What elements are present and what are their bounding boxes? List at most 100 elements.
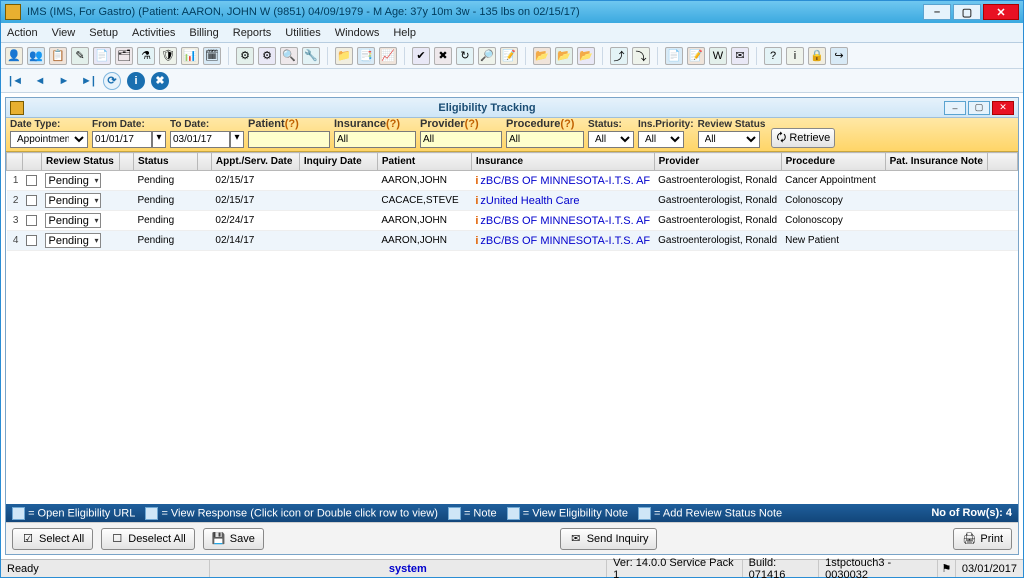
col-13[interactable] [987, 153, 1017, 171]
procedure-input[interactable] [506, 131, 584, 148]
table-row[interactable]: 1Pending▾Pending02/15/17AARON,JOHNizBC/B… [7, 171, 1018, 191]
toolbar-icon-9[interactable]: 🗓 [203, 47, 221, 65]
nav-prev-icon[interactable]: ◄ [31, 72, 49, 90]
toolbar-icon-34[interactable]: 📝 [687, 47, 705, 65]
print-button[interactable]: 🖨Print [953, 528, 1012, 550]
toolbar-icon-33[interactable]: 📄 [665, 47, 683, 65]
toolbar-icon-39[interactable]: i [786, 47, 804, 65]
menu-help[interactable]: Help [393, 27, 416, 39]
insurance-link[interactable]: zBC/BS OF MINNESOTA-I.T.S. AF [480, 215, 650, 227]
toolbar-icon-2[interactable]: 📋 [49, 47, 67, 65]
nav-next-icon[interactable]: ► [55, 72, 73, 90]
toolbar-icon-36[interactable]: ✉ [731, 47, 749, 65]
toolbar-icon-18[interactable]: 📈 [379, 47, 397, 65]
select-all-button[interactable]: ☑Select All [12, 528, 93, 550]
toolbar-icon-41[interactable]: ↪ [830, 47, 848, 65]
col-10[interactable]: Provider [654, 153, 781, 171]
patient-input[interactable] [248, 131, 330, 148]
toolbar-icon-7[interactable]: 🛡 [159, 47, 177, 65]
toolbar-icon-5[interactable]: 🗂 [115, 47, 133, 65]
toolbar-icon-40[interactable]: 🔒 [808, 47, 826, 65]
toolbar-icon-20[interactable]: ✔ [412, 47, 430, 65]
info-icon[interactable]: i [127, 72, 145, 90]
col-6[interactable]: Appt./Serv. Date [211, 153, 299, 171]
toolbar-icon-30[interactable]: ⤴ [610, 47, 628, 65]
toolbar-icon-12[interactable]: ⚙ [258, 47, 276, 65]
col-7[interactable]: Inquiry Date [299, 153, 377, 171]
col-0[interactable] [7, 153, 23, 171]
toolbar-icon-11[interactable]: ⚙ [236, 47, 254, 65]
toolbar-icon-38[interactable]: ? [764, 47, 782, 65]
provider-input[interactable] [420, 131, 502, 148]
toolbar-icon-3[interactable]: ✎ [71, 47, 89, 65]
toolbar-icon-13[interactable]: 🔍 [280, 47, 298, 65]
insurance-input[interactable] [334, 131, 416, 148]
review-status-dropdown[interactable]: Pending▾ [45, 193, 101, 208]
toolbar-icon-4[interactable]: 📄 [93, 47, 111, 65]
col-2[interactable]: Review Status [41, 153, 119, 171]
insurance-link[interactable]: zBC/BS OF MINNESOTA-I.T.S. AF [480, 175, 650, 187]
toolbar-icon-21[interactable]: ✖ [434, 47, 452, 65]
from-date-input[interactable] [92, 131, 152, 148]
minimize-button[interactable]: – [923, 4, 951, 20]
col-3[interactable] [119, 153, 133, 171]
menu-activities[interactable]: Activities [132, 27, 175, 39]
deselect-all-button[interactable]: ☐Deselect All [101, 528, 194, 550]
table-row[interactable]: 4Pending▾Pending02/14/17AARON,JOHNizBC/B… [7, 231, 1018, 251]
date-type-select[interactable]: Appointment Da [10, 131, 88, 148]
col-12[interactable]: Pat. Insurance Note [885, 153, 987, 171]
col-1[interactable] [22, 153, 41, 171]
to-date-input[interactable] [170, 131, 230, 148]
row-checkbox[interactable] [26, 175, 37, 186]
menu-view[interactable]: View [52, 27, 76, 39]
toolbar-icon-17[interactable]: 📑 [357, 47, 375, 65]
nav-last-icon[interactable]: ►| [79, 72, 97, 90]
from-date-picker-icon[interactable]: ▾ [152, 131, 166, 148]
ins-priority-select[interactable]: All [638, 131, 684, 148]
to-date-picker-icon[interactable]: ▾ [230, 131, 244, 148]
toolbar-icon-8[interactable]: 📊 [181, 47, 199, 65]
menu-windows[interactable]: Windows [335, 27, 380, 39]
col-11[interactable]: Procedure [781, 153, 885, 171]
menu-billing[interactable]: Billing [189, 27, 218, 39]
toolbar-icon-6[interactable]: ⚗ [137, 47, 155, 65]
inner-minimize-button[interactable]: – [944, 101, 966, 115]
col-5[interactable] [197, 153, 211, 171]
menu-utilities[interactable]: Utilities [285, 27, 320, 39]
inner-maximize-button[interactable]: ▢ [968, 101, 990, 115]
save-button[interactable]: 💾Save [203, 528, 264, 550]
review-status-dropdown[interactable]: Pending▾ [45, 213, 101, 228]
row-checkbox[interactable] [26, 235, 37, 246]
toolbar-icon-24[interactable]: 📝 [500, 47, 518, 65]
table-row[interactable]: 2Pending▾Pending02/15/17CACACE,STEVEizUn… [7, 191, 1018, 211]
maximize-button[interactable]: ▢ [953, 4, 981, 20]
toolbar-icon-23[interactable]: 🔎 [478, 47, 496, 65]
review-status-dropdown[interactable]: Pending▾ [45, 173, 101, 188]
toolbar-icon-35[interactable]: W [709, 47, 727, 65]
toolbar-icon-22[interactable]: ↻ [456, 47, 474, 65]
toolbar-icon-1[interactable]: 👥 [27, 47, 45, 65]
menu-setup[interactable]: Setup [89, 27, 118, 39]
refresh-icon[interactable]: ⟳ [103, 72, 121, 90]
review-status-select[interactable]: All [698, 131, 760, 148]
retrieve-button[interactable]: 🗘Retrieve [771, 128, 835, 148]
insurance-link[interactable]: zBC/BS OF MINNESOTA-I.T.S. AF [480, 235, 650, 247]
menu-reports[interactable]: Reports [233, 27, 272, 39]
nav-first-icon[interactable]: |◄ [7, 72, 25, 90]
inner-close-button[interactable]: ✕ [992, 101, 1014, 115]
row-checkbox[interactable] [26, 195, 37, 206]
send-inquiry-button[interactable]: ✉Send Inquiry [560, 528, 658, 550]
toolbar-icon-26[interactable]: 📂 [533, 47, 551, 65]
col-9[interactable]: Insurance [471, 153, 654, 171]
menu-action[interactable]: Action [7, 27, 38, 39]
review-status-dropdown[interactable]: Pending▾ [45, 233, 101, 248]
toolbar-icon-31[interactable]: ⤵ [632, 47, 650, 65]
close-button[interactable]: ✕ [983, 4, 1019, 20]
col-4[interactable]: Status [133, 153, 197, 171]
stop-icon[interactable]: ✖ [151, 72, 169, 90]
toolbar-icon-28[interactable]: 📂 [577, 47, 595, 65]
toolbar-icon-0[interactable]: 👤 [5, 47, 23, 65]
row-checkbox[interactable] [26, 215, 37, 226]
col-8[interactable]: Patient [377, 153, 471, 171]
toolbar-icon-16[interactable]: 📁 [335, 47, 353, 65]
